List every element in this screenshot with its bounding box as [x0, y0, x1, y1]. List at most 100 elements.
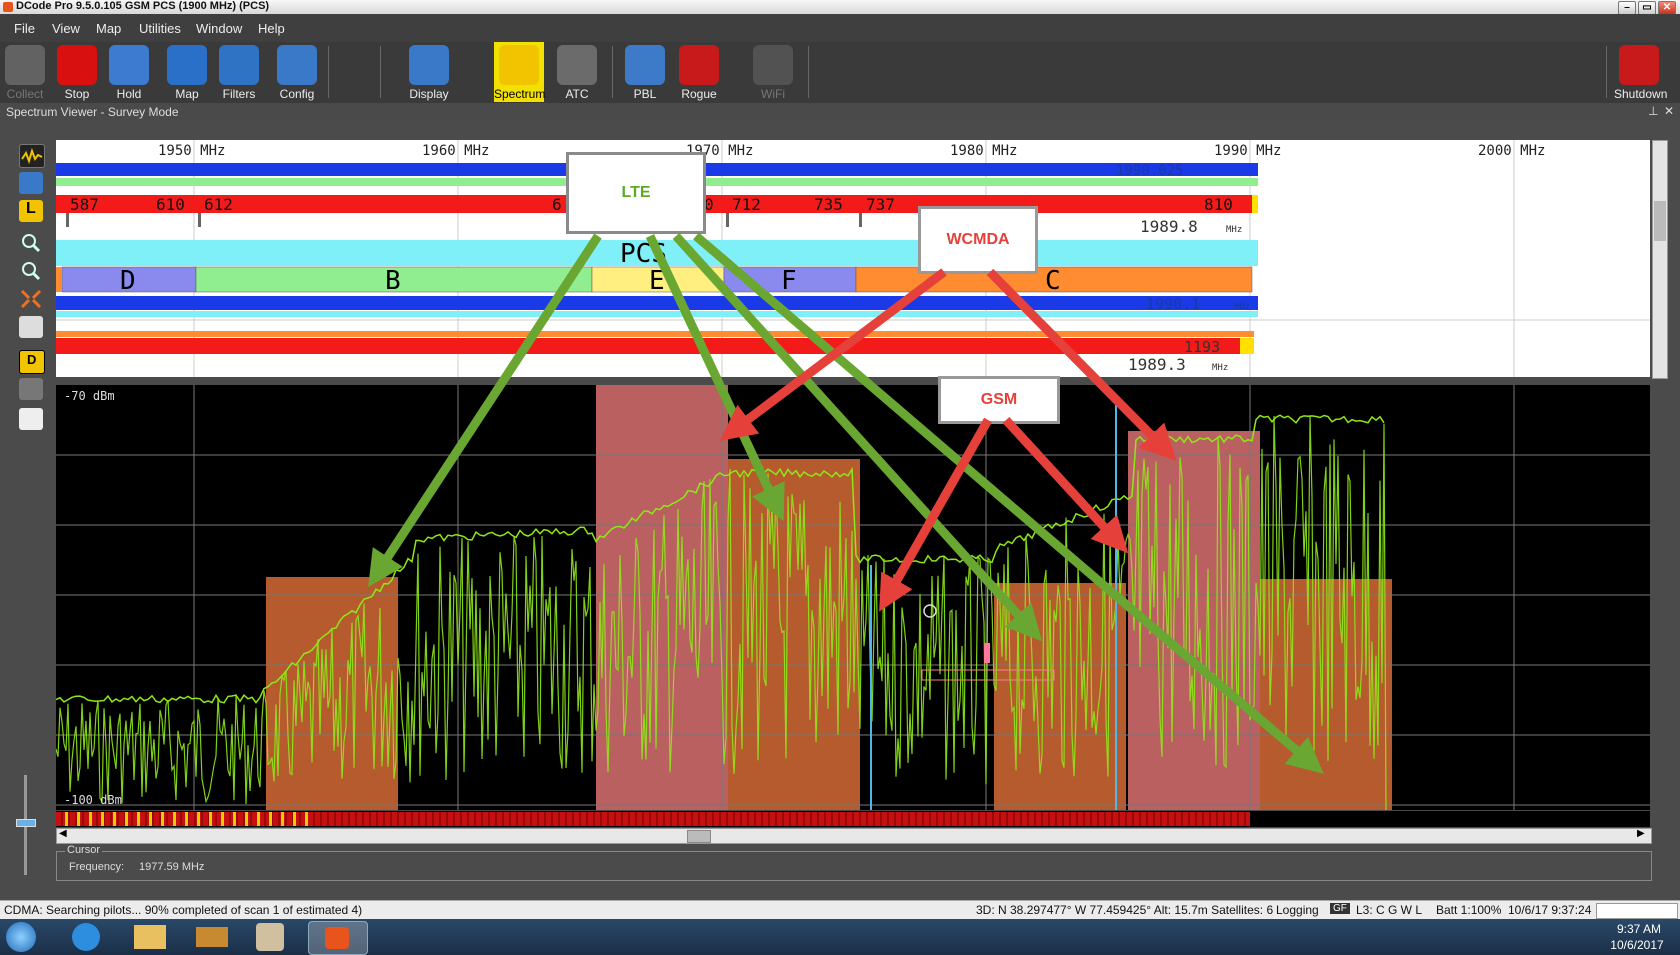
config-button[interactable]: Config [272, 42, 322, 102]
cursor-legend: Cursor [65, 844, 103, 856]
display-button[interactable]: Display [404, 42, 454, 102]
dcode-task-button[interactable] [308, 921, 368, 955]
config-label: Config [279, 87, 315, 101]
filters-button[interactable]: Filters [214, 42, 264, 102]
channel-label: 0 [704, 195, 714, 214]
pcs-block-label: C [1045, 266, 1061, 296]
y-label-top: -70 dBm [64, 389, 115, 403]
channel-occupancy-bar [1260, 579, 1392, 810]
menu-map[interactable]: Map [96, 21, 122, 36]
status-logging: Logging [1276, 903, 1319, 917]
rogue-button[interactable]: Rogue [674, 42, 724, 102]
status-gf-badge: GF [1330, 903, 1350, 914]
label-tool-icon[interactable]: L [19, 200, 43, 222]
spectrum-button[interactable]: Spectrum [494, 42, 545, 102]
rogue-label: Rogue [681, 87, 717, 101]
close-button[interactable]: ✕ [1658, 1, 1676, 15]
spectrum-svg [56, 385, 1650, 810]
stop-icon [57, 45, 97, 85]
channel-label: 587 [70, 195, 99, 214]
lte-callout: LTE [566, 152, 706, 234]
spectrum-plot[interactable]: -70 dBm -100 dBm [56, 385, 1650, 810]
frequency-value: 1977.59 MHz [139, 861, 205, 873]
zoom-out-icon[interactable] [19, 260, 43, 282]
menu-window[interactable]: Window [196, 21, 243, 36]
config-icon [277, 45, 317, 85]
channel-tick [726, 213, 729, 227]
pcs-label: PCS [620, 239, 667, 269]
channel-label: 810 [1204, 195, 1233, 214]
stop-button[interactable]: Stop [52, 42, 102, 102]
band-row-blue-2 [56, 296, 1258, 310]
folder-icon[interactable] [134, 925, 166, 949]
band-label-bottom-a: 1193 [1184, 338, 1220, 356]
keyboard-icon[interactable] [196, 927, 228, 947]
menu-help[interactable]: Help [258, 21, 285, 36]
band-panel-scrollbar[interactable] [1652, 140, 1668, 379]
d-tool-icon[interactable]: D [19, 350, 45, 374]
status-gps: 3D: N 38.297477° W 77.459425° Alt: 15.7m… [976, 903, 1274, 917]
freq-axis-label: 1960 MHz [422, 143, 489, 159]
menu-utilities[interactable]: Utilities [139, 21, 181, 36]
fit-tool-icon[interactable] [19, 288, 43, 310]
scroll-left-icon[interactable]: ◀ [59, 828, 67, 839]
band-label-bottom-b: 1989.3 [1128, 355, 1186, 374]
status-layers: L3: C G W L [1356, 903, 1423, 917]
viewer-header: Spectrum Viewer - Survey Mode ⊥ ✕ [0, 103, 1680, 121]
pcs-block-d [61, 266, 197, 293]
minimize-button[interactable]: – [1618, 1, 1636, 15]
toolbar: Collect Stop Hold Map Filters Config Display Sp… [0, 42, 1680, 115]
zoom-in-icon[interactable] [19, 232, 43, 254]
status-datetime: 10/6/17 9:37:24 [1508, 903, 1592, 917]
horizontal-scrollbar[interactable]: ◀ ▶ [56, 828, 1652, 844]
hold-button[interactable]: Hold [104, 42, 154, 102]
gain-slider-handle[interactable] [16, 819, 36, 827]
band-unit-bottom: MHz [1212, 363, 1228, 373]
atc-button[interactable]: ATC [552, 42, 602, 102]
band-label-top: 1990.025 [1116, 163, 1183, 179]
channel-label: 735 [814, 195, 843, 214]
y-label-bottom: -100 dBm [64, 793, 122, 807]
channel-label: 737 [866, 195, 895, 214]
scroll-thumb[interactable] [687, 830, 711, 843]
pbl-button[interactable]: PBL [620, 42, 670, 102]
band-label-mid: 1989.8 [1140, 217, 1198, 236]
pbl-label: PBL [633, 87, 657, 101]
play-tool-icon[interactable] [19, 172, 43, 194]
activity-strip [56, 811, 1650, 827]
map-button[interactable]: Map [162, 42, 212, 102]
waveform-tool-icon[interactable] [19, 144, 45, 168]
scroll-right-icon[interactable]: ▶ [1637, 828, 1645, 839]
band-panel-scroll-thumb[interactable] [1654, 201, 1666, 241]
viewer-close-icon[interactable]: ✕ [1664, 104, 1675, 118]
stop-label: Stop [64, 87, 90, 101]
pin-icon[interactable]: ⊥ [1648, 104, 1659, 118]
band-label-low: 1990.1 [1146, 295, 1200, 313]
band-row-orange [56, 331, 1254, 337]
system-tray[interactable] [1424, 929, 1594, 945]
start-button[interactable] [6, 922, 36, 952]
display-icon [409, 45, 449, 85]
menu-bar: File View Map Utilities Window Help [0, 14, 1680, 42]
status-progress-box [1596, 903, 1678, 919]
paint-icon[interactable] [256, 923, 284, 951]
menu-file[interactable]: File [14, 21, 35, 36]
toolbar-separator [380, 46, 381, 98]
band-row-cyan-low [56, 311, 1258, 317]
pcs-block-edge [56, 267, 62, 292]
pan-hand-icon[interactable] [19, 316, 43, 338]
internet-explorer-icon[interactable] [72, 923, 100, 951]
map-icon [167, 45, 207, 85]
band-plan-panel: 1950 MHz 1960 MHz 1970 MHz 1980 MHz 1990 MHz… [56, 140, 1650, 377]
hold-label: Hold [116, 87, 142, 101]
channel-tick [66, 213, 69, 227]
channel-occupancy-bar [266, 577, 398, 810]
wifi-survey-button: WiFi Survey [748, 42, 798, 115]
freq-axis-label: 2000 MHz [1478, 143, 1545, 159]
menu-view[interactable]: View [52, 21, 80, 36]
spectrum-icon [499, 45, 539, 85]
maximize-button[interactable]: ▭ [1638, 1, 1656, 15]
shutdown-button[interactable]: Shutdown [1614, 42, 1667, 102]
list-tool-icon[interactable] [19, 408, 43, 430]
pcs-block-label: B [385, 266, 401, 296]
